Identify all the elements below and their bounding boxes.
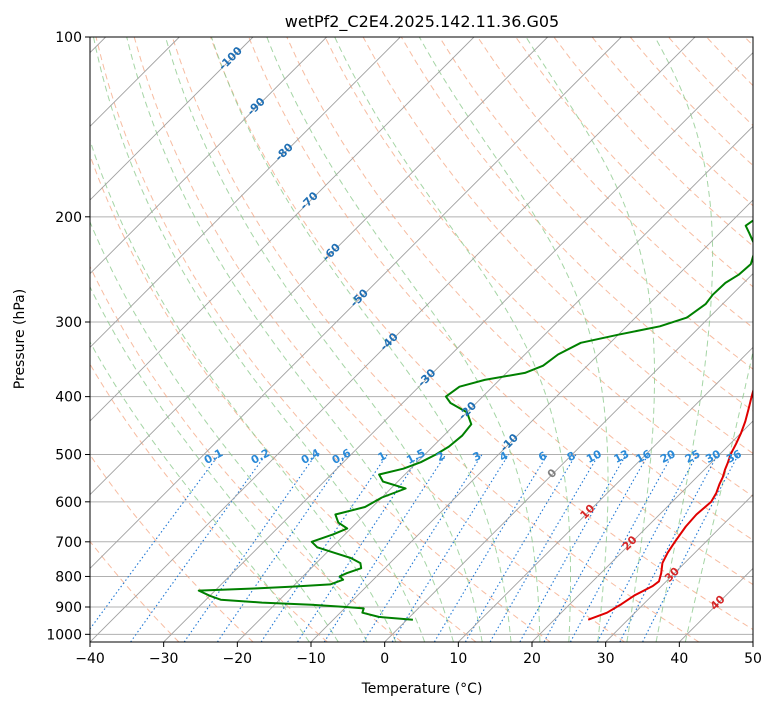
moist-adiabat-line bbox=[90, 285, 339, 642]
chart-title: wetPf2_C2E4.2025.142.11.36.G05 bbox=[285, 12, 559, 32]
y-tick-label: 400 bbox=[55, 390, 82, 406]
moist-adiabat-line bbox=[93, 37, 426, 642]
y-tick-label: 100 bbox=[55, 30, 82, 46]
mixing-ratio-line bbox=[216, 454, 348, 642]
dewpoint-profile bbox=[197, 219, 753, 621]
dry-adiabat-line bbox=[210, 37, 753, 631]
mixing-ratio-label: 25 bbox=[683, 447, 703, 466]
y-tick-label: 1000 bbox=[46, 627, 82, 643]
y-tick-label: 500 bbox=[55, 448, 82, 464]
isotherm-line bbox=[163, 52, 753, 642]
moist-adiabat-line bbox=[418, 37, 609, 642]
x-tick-label: 10 bbox=[449, 651, 467, 667]
isotherm-line bbox=[90, 37, 548, 496]
mixing-ratio-lines bbox=[90, 454, 739, 642]
dry-adiabat-line bbox=[248, 37, 753, 586]
x-tick-label: 40 bbox=[670, 651, 688, 667]
dry-adiabat-line bbox=[90, 453, 254, 642]
mixing-ratio-line bbox=[596, 454, 698, 642]
dry-adiabat-line bbox=[171, 37, 700, 642]
x-tick-label: −30 bbox=[149, 651, 179, 667]
dry-adiabat-line bbox=[515, 37, 753, 288]
x-tick-label: 50 bbox=[744, 651, 762, 667]
dry-adiabat-line bbox=[400, 37, 753, 412]
moist-adiabat-line bbox=[165, 37, 483, 642]
isotherm-line bbox=[90, 37, 475, 422]
isotherm-line bbox=[384, 273, 753, 642]
dry-adiabat-line bbox=[95, 37, 551, 642]
isotherm-line bbox=[90, 37, 327, 275]
x-tick-label: −10 bbox=[296, 651, 326, 667]
pressure-gridlines bbox=[90, 37, 753, 635]
mixing-ratio-line bbox=[260, 454, 388, 642]
mixing-ratio-label: 10 bbox=[584, 447, 604, 466]
x-tick-label: −20 bbox=[223, 651, 253, 667]
mixing-ratio-label: 20 bbox=[658, 447, 678, 466]
isotherm-line bbox=[90, 37, 254, 201]
mixing-ratio-line bbox=[433, 454, 548, 642]
isotherm-line bbox=[605, 494, 753, 642]
x-tick-label: 0 bbox=[380, 651, 389, 667]
dry-adiabat-line bbox=[90, 363, 328, 642]
isotherm-line bbox=[237, 125, 753, 642]
dry-adiabat-line bbox=[438, 37, 753, 370]
y-tick-label: 200 bbox=[55, 210, 82, 226]
mixing-ratio-line bbox=[90, 454, 220, 630]
isotherm-line bbox=[310, 199, 753, 642]
moist-adiabat-line bbox=[210, 37, 512, 642]
y-tick-label: 900 bbox=[55, 600, 82, 616]
mixing-ratio-line bbox=[464, 454, 577, 642]
y-tick-label: 800 bbox=[55, 569, 82, 585]
moist-adiabat-line bbox=[266, 37, 541, 642]
isotherm-line bbox=[90, 37, 622, 569]
isotherm-line bbox=[90, 37, 401, 348]
isotherm-line bbox=[90, 37, 696, 642]
dry-adiabat-line bbox=[90, 265, 403, 642]
x-tick-label: 30 bbox=[597, 651, 615, 667]
isotherms bbox=[90, 37, 753, 642]
mixing-ratio-line bbox=[569, 454, 673, 642]
mixing-ratio-label: 13 bbox=[612, 447, 632, 466]
dry-adiabat-line bbox=[362, 37, 753, 455]
dry-adiabat-line bbox=[90, 153, 477, 642]
moist-adiabat-line bbox=[684, 349, 753, 642]
dry-adiabats bbox=[90, 37, 753, 642]
mixing-ratio-line bbox=[489, 454, 600, 642]
y-tick-label: 600 bbox=[55, 495, 82, 511]
isotherm-line bbox=[458, 346, 753, 642]
mixing-ratio-line bbox=[183, 454, 317, 642]
mixing-ratio-line bbox=[130, 454, 267, 642]
moist-adiabat-line bbox=[90, 340, 310, 642]
mixing-ratio-label: 36 bbox=[724, 447, 744, 466]
moist-adiabat-line bbox=[334, 37, 571, 642]
x-axis-label: Temperature (°C) bbox=[361, 681, 483, 697]
y-axis-ticks: 100 200 300 400 500 600 700 800 900 1000 bbox=[46, 30, 90, 643]
isotherm-line bbox=[531, 420, 753, 642]
y-axis-label: Pressure (hPa) bbox=[12, 289, 28, 389]
y-tick-label: 700 bbox=[55, 535, 82, 551]
mixing-ratio-line bbox=[519, 454, 627, 642]
moist-adiabat-line bbox=[654, 37, 714, 642]
x-tick-label: 20 bbox=[523, 651, 541, 667]
mixing-ratio-line bbox=[297, 454, 422, 642]
y-tick-label: 300 bbox=[55, 315, 82, 331]
dry-adiabat-line bbox=[477, 37, 753, 329]
plot-frame bbox=[89, 36, 754, 643]
moist-adiabat-line bbox=[525, 37, 655, 642]
moist-adiabat-line bbox=[126, 37, 454, 642]
mixing-ratio-label: 30 bbox=[703, 447, 723, 466]
mixing-ratio-line bbox=[323, 454, 447, 642]
dry-adiabat-line bbox=[286, 37, 753, 541]
moist-adiabat-line bbox=[90, 220, 368, 642]
moist-adiabats bbox=[90, 37, 753, 642]
temperature-profile bbox=[587, 387, 753, 621]
sounding-profiles bbox=[197, 219, 753, 621]
mixing-ratio-label: 16 bbox=[634, 447, 654, 466]
x-tick-label: −40 bbox=[75, 651, 105, 667]
dry-adiabat-line bbox=[133, 37, 625, 642]
dry-adiabat-line bbox=[324, 37, 753, 498]
x-axis-ticks: −40 −30 −20 −10 0 10 20 30 40 50 bbox=[75, 642, 762, 667]
